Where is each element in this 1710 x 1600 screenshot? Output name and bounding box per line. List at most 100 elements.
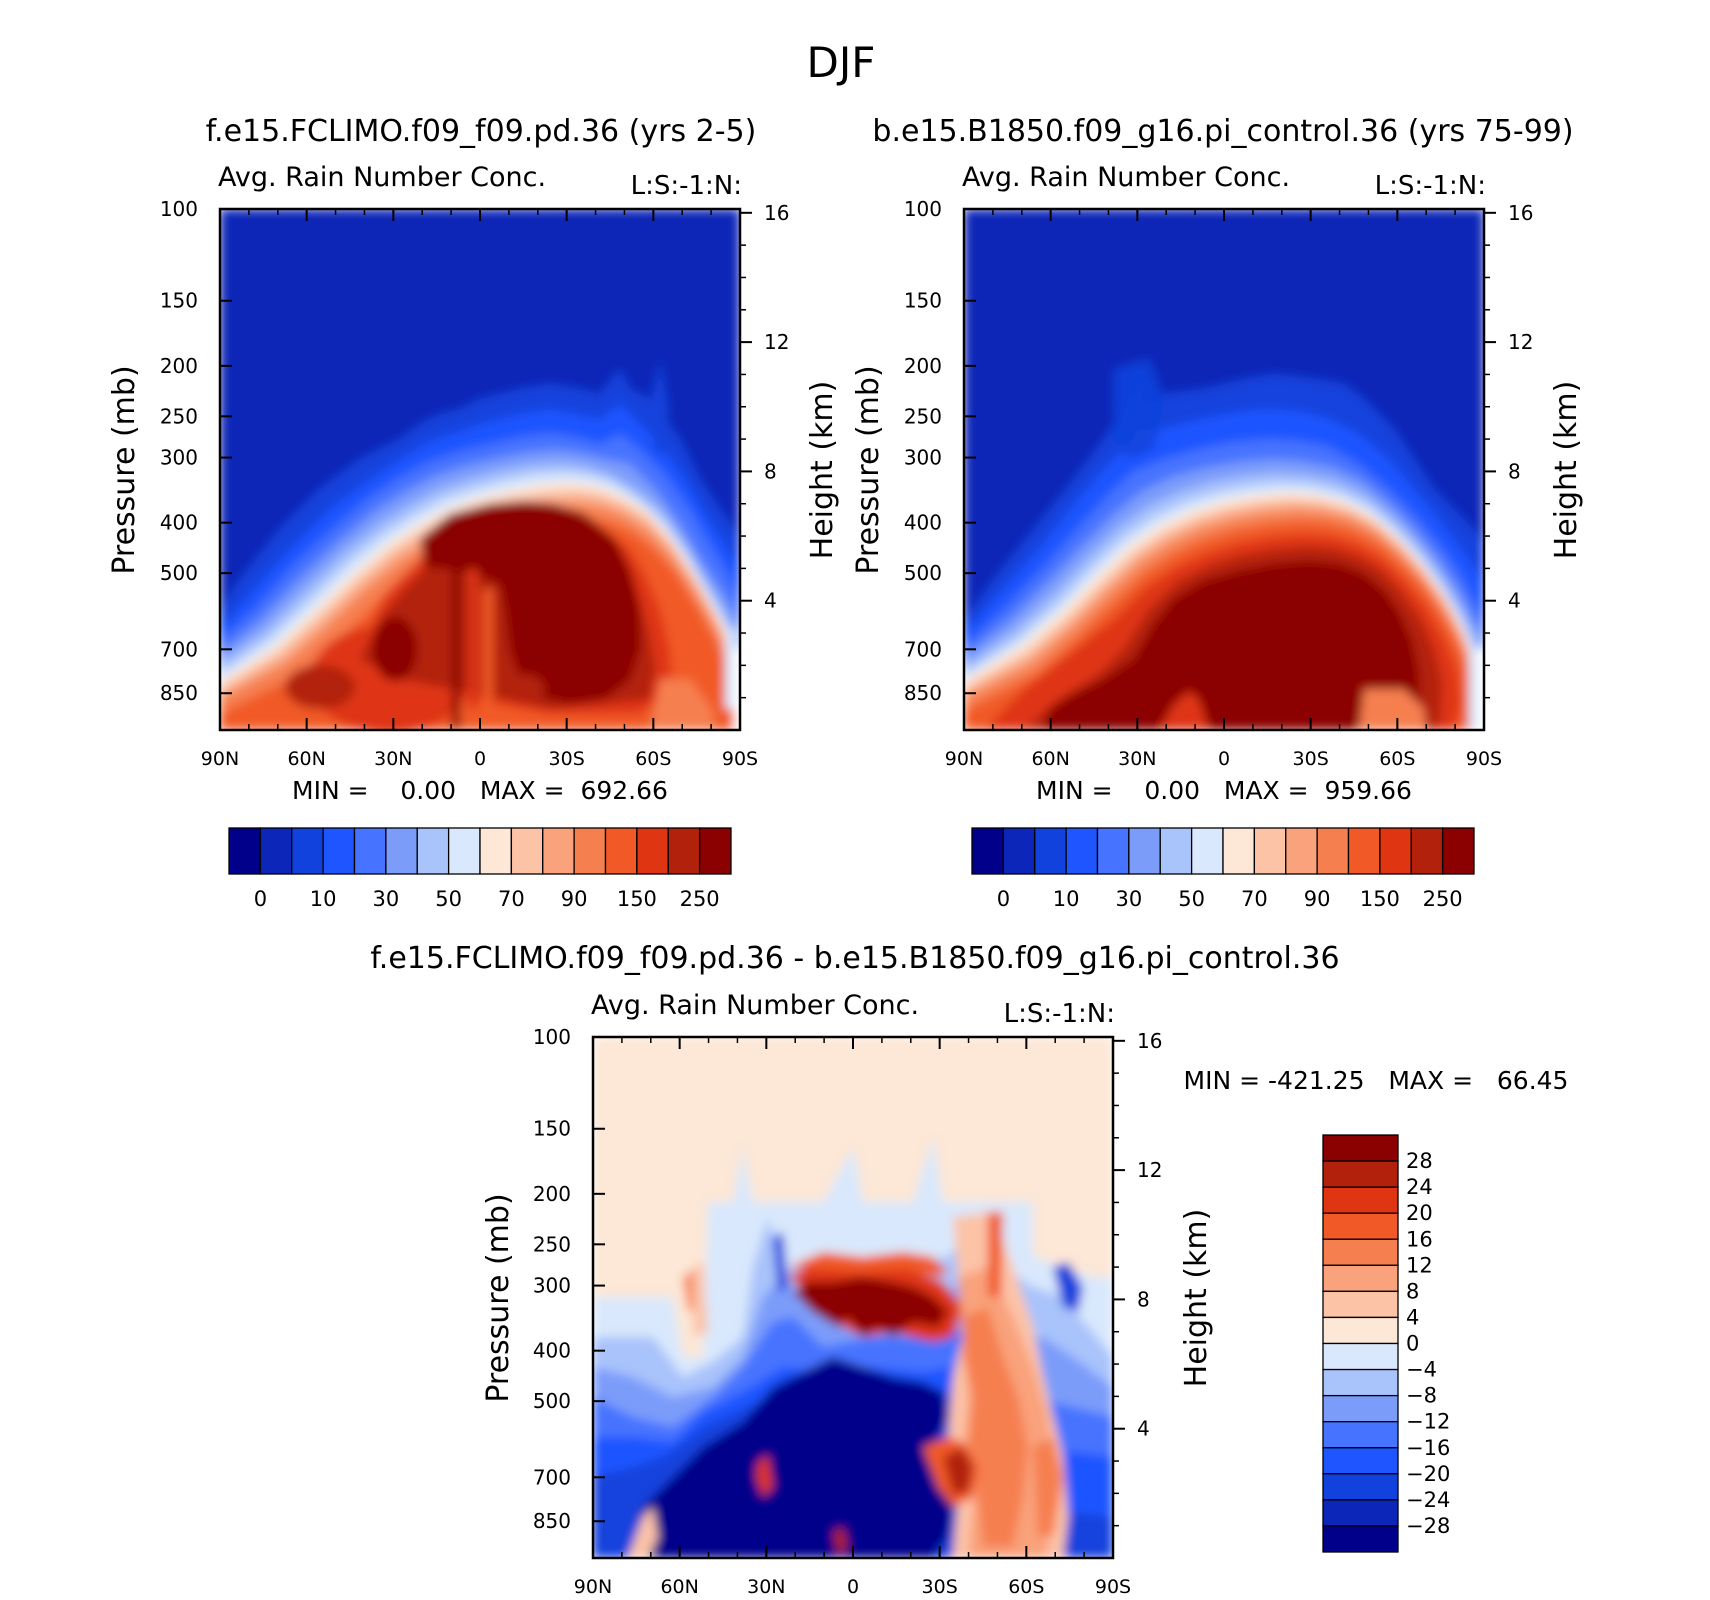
- colorbar-swatch: [1316, 827, 1350, 875]
- x-tick-label: 60N: [660, 1576, 698, 1596]
- panel-b-ylabel: Pressure (mb): [851, 365, 886, 574]
- colorbar-label: −12: [1406, 1410, 1450, 1434]
- colorbar-swatch: [1285, 827, 1318, 875]
- panel-c-ticks: 90N 60N 30N 0 30S 60S 90S 100 150 200 250 300 400 500…: [533, 1025, 1163, 1598]
- panel-b-y2label: Height (km): [1549, 381, 1584, 560]
- colorbar-label: 90: [1304, 887, 1331, 911]
- panel-b: b.e15.B1850.f09_g16.pi_control.36 (yrs 7…: [851, 114, 1584, 911]
- figure-title: DJF: [807, 38, 876, 87]
- y2-tick-label: 4: [1508, 589, 1521, 613]
- colorbar-swatch: [1322, 1264, 1399, 1293]
- colorbar-label: 50: [1178, 887, 1205, 911]
- colorbar-label: 70: [1241, 887, 1268, 911]
- colorbar-swatch: [1322, 1316, 1399, 1345]
- colorbar-swatch: [291, 827, 324, 875]
- y-tick-label: 300: [904, 446, 942, 470]
- colorbar-swatch: [1128, 827, 1161, 875]
- colorbar-swatch: [1322, 1368, 1399, 1397]
- colorbar-swatch: [1410, 827, 1444, 875]
- x-tick-label: 30S: [922, 1576, 958, 1596]
- y2-tick-label: 4: [764, 589, 777, 613]
- colorbar-label: 150: [617, 887, 657, 911]
- y-tick-label: 300: [533, 1274, 571, 1298]
- x-tick-label: 60N: [287, 748, 325, 770]
- x-tick-label: 90N: [574, 1576, 612, 1596]
- y-tick-label: 250: [533, 1232, 571, 1256]
- x-tick-label: 30N: [747, 1576, 785, 1596]
- colorbar-swatch: [447, 827, 481, 875]
- colorbar-label: 12: [1406, 1253, 1433, 1277]
- x-tick-label: 0: [847, 1576, 859, 1596]
- y2-tick-label: 8: [1508, 459, 1521, 483]
- x-tick-label: 90N: [945, 748, 983, 770]
- colorbar-swatch: [1322, 1212, 1399, 1240]
- colorbar-swatch: [479, 827, 513, 875]
- x-tick-label: 90N: [201, 748, 239, 770]
- colorbar-swatch: [259, 827, 293, 875]
- panel-c: f.e15.FCLIMO.f09_f09.pd.36 - b.e15.B1850…: [370, 941, 1569, 1598]
- colorbar-label: −24: [1406, 1488, 1450, 1512]
- colorbar-swatch: [1002, 827, 1036, 875]
- colorbar-label: 30: [373, 887, 400, 911]
- colorbar-label: 0: [1406, 1332, 1419, 1356]
- colorbar-swatch: [636, 827, 669, 875]
- colorbar-swatch: [1065, 827, 1099, 875]
- colorbar-label: −16: [1406, 1436, 1450, 1460]
- y-tick-label: 200: [904, 354, 942, 378]
- y2-tick-label: 16: [1137, 1029, 1162, 1053]
- y-tick-label: 700: [533, 1465, 571, 1489]
- panel-a-ylabel: Pressure (mb): [107, 365, 142, 574]
- colorbar-label: 16: [1406, 1227, 1433, 1251]
- x-tick-label: 60S: [1008, 1576, 1044, 1596]
- colorbar-swatch: [971, 827, 1005, 875]
- colorbar-swatch: [385, 827, 418, 875]
- colorbar-label: 150: [1360, 887, 1400, 911]
- colorbar-swatch: [1322, 1160, 1399, 1188]
- colorbar-swatch: [353, 827, 387, 875]
- colorbar-swatch: [510, 827, 544, 875]
- colorbar-swatch: [1034, 827, 1067, 875]
- colorbar-label: 10: [1053, 887, 1080, 911]
- colorbar-swatch: [1322, 1134, 1399, 1162]
- y-tick-label: 400: [533, 1339, 571, 1363]
- y-tick-label: 500: [160, 561, 198, 585]
- panel-a-heatmap: [220, 209, 740, 730]
- y-tick-label: 850: [160, 681, 198, 705]
- panel-c-y2label: Height (km): [1179, 1209, 1214, 1388]
- y-tick-label: 100: [904, 197, 942, 221]
- panel-c-stats: MIN = -421.25 MAX = 66.45: [1184, 1066, 1569, 1095]
- panel-b-units: L:S:-1:N:: [1375, 171, 1486, 201]
- x-tick-label: 90S: [722, 748, 758, 770]
- colorbar-label: 30: [1116, 887, 1143, 911]
- y-tick-label: 150: [160, 289, 198, 313]
- colorbar-swatch: [228, 827, 262, 875]
- colorbar-label: 0: [254, 887, 267, 911]
- panel-a-colorbar: 0 10 30 50 70 90 150 250: [228, 827, 732, 911]
- colorbar-label: 10: [310, 887, 337, 911]
- colorbar-swatch: [1379, 827, 1412, 875]
- colorbar-label: 90: [561, 887, 588, 911]
- y2-tick-label: 16: [764, 201, 789, 225]
- colorbar-swatch: [1096, 827, 1130, 875]
- colorbar-swatch: [1222, 827, 1256, 875]
- y-tick-label: 100: [160, 197, 198, 221]
- x-tick-label: 60S: [1379, 748, 1415, 770]
- panel-a-units: L:S:-1:N:: [631, 171, 742, 201]
- colorbar-label: −20: [1406, 1462, 1450, 1486]
- colorbar-swatch: [1322, 1186, 1399, 1214]
- colorbar-swatch: [604, 827, 638, 875]
- colorbar-label: 20: [1406, 1201, 1433, 1225]
- panel-c-heatmap: [593, 1037, 1113, 1558]
- x-tick-label: 30S: [1293, 748, 1329, 770]
- colorbar-swatch: [1441, 827, 1475, 875]
- colorbar-swatch: [1322, 1447, 1399, 1475]
- y-tick-label: 700: [160, 637, 198, 661]
- y-tick-label: 500: [904, 561, 942, 585]
- y-tick-label: 850: [533, 1509, 571, 1533]
- colorbar-swatch: [1190, 827, 1224, 875]
- colorbar-label: 4: [1406, 1305, 1419, 1329]
- y-tick-label: 400: [904, 511, 942, 535]
- colorbar-label: 8: [1406, 1279, 1419, 1303]
- y-tick-label: 700: [904, 637, 942, 661]
